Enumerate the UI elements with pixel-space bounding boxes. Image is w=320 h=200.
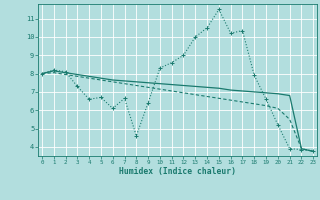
X-axis label: Humidex (Indice chaleur): Humidex (Indice chaleur) [119, 167, 236, 176]
